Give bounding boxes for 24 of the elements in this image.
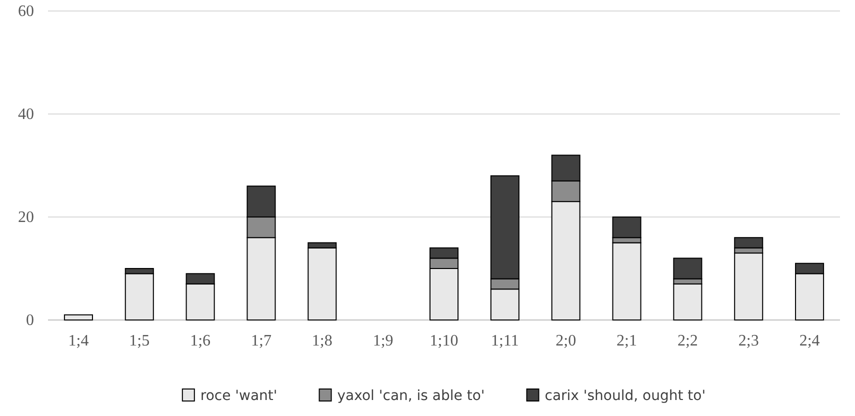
x-tick-label: 1;6: [190, 332, 211, 350]
x-tick-label: 2;4: [799, 332, 820, 350]
y-tick-label: 20: [18, 209, 34, 226]
bar: [734, 252, 764, 320]
x-tick-label: 1;10: [430, 332, 458, 350]
bar: [673, 283, 702, 320]
x-tick-label: 1;11: [490, 332, 519, 350]
x-tick-label: 1;5: [129, 332, 150, 350]
x-tick-label: 2;1: [616, 332, 637, 350]
y-tick-label: 40: [18, 106, 34, 124]
x-tick-label: 2;2: [677, 332, 698, 350]
x-tick-label: 1;7: [251, 332, 272, 350]
x-tick-label: 1;8: [312, 332, 332, 350]
bar: [64, 314, 93, 320]
y-tick-label: 60: [18, 3, 34, 20]
legend-label: roce 'want': [200, 388, 278, 404]
x-tick-label: 1;4: [68, 332, 89, 350]
bar: [612, 242, 642, 320]
legend-label: yaxol 'can, is able to': [337, 388, 485, 404]
legend-label: carix 'should, ought to': [544, 388, 706, 404]
x-tick-label: 2;0: [556, 332, 576, 350]
x-tick-label: 1;9: [372, 332, 394, 350]
x-tick-label: 2;3: [738, 332, 759, 350]
y-tick-label: 0: [26, 312, 34, 330]
